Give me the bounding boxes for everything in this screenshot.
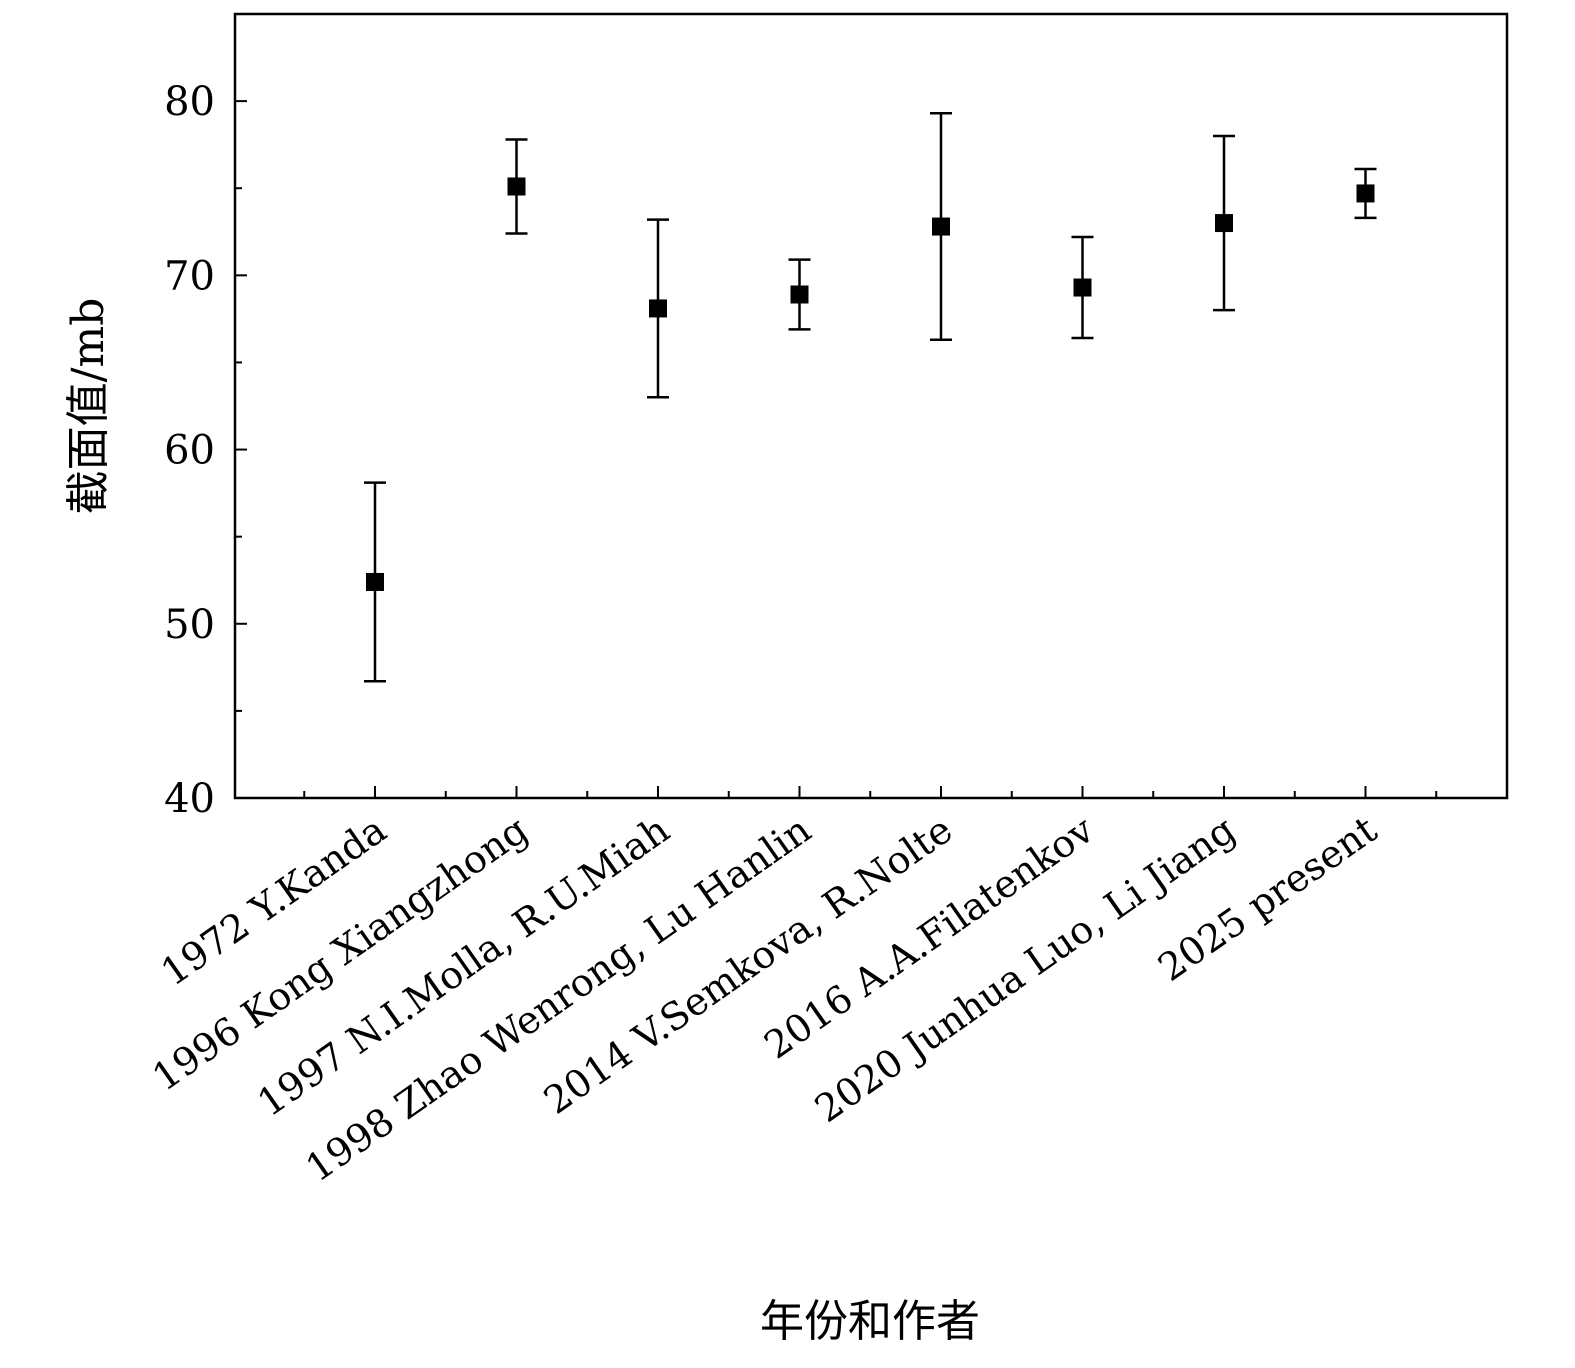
data-point: [1213, 134, 1235, 312]
square-marker: [1356, 184, 1375, 203]
square-marker: [366, 572, 384, 591]
square-marker: [932, 217, 950, 236]
data-point: [1071, 235, 1094, 340]
x-axis-title: 年份和作者: [760, 1296, 980, 1347]
x-axis-ticks: [303, 786, 1438, 798]
y-tick-label: 50: [164, 602, 215, 648]
y-tick-label: 40: [164, 776, 215, 822]
y-tick-label: 60: [164, 428, 215, 474]
data-point: [505, 138, 528, 235]
data-point: [1354, 167, 1377, 220]
plot-frame: [233, 12, 1509, 800]
square-marker: [1073, 278, 1092, 297]
square-marker: [507, 177, 526, 196]
square-marker: [649, 299, 667, 318]
y-axis-title: 截面值/mb: [63, 298, 114, 515]
data-point: [788, 258, 811, 331]
y-tick-label: 80: [164, 79, 215, 125]
square-marker: [1215, 214, 1233, 233]
data-point: [930, 112, 952, 342]
y-tick-label: 70: [164, 253, 215, 299]
square-marker: [790, 285, 809, 304]
y-axis-ticks: 40 50 60 70 80: [164, 13, 247, 822]
data-series: [364, 112, 1377, 683]
data-point: [364, 481, 386, 683]
data-point: [647, 218, 669, 399]
x-category-label: 1998 Zhao Wenrong, Lu Hanlin: [298, 807, 819, 1190]
